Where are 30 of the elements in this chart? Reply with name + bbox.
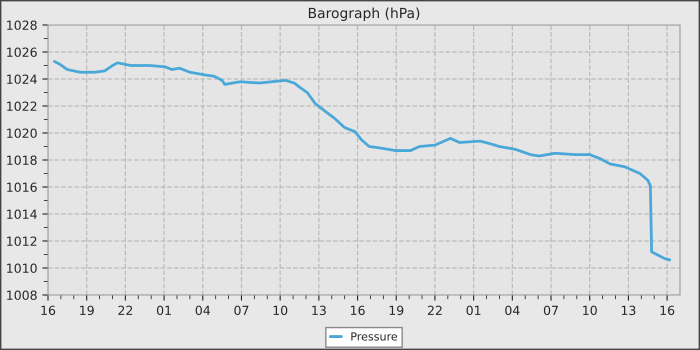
y-tick-label: 1018 [7,155,37,165]
y-tick-label: 1020 [7,128,37,138]
x-tick-label: 07 [544,306,558,316]
x-tick-label: 16 [41,306,56,316]
y-tick-label: 1024 [7,74,37,84]
x-tick-label: 01 [156,306,171,316]
x-tick-label: 04 [196,306,210,316]
chart-title: Barograph (hPa) [308,8,420,21]
x-tick-label: 10 [274,306,288,316]
y-tick-label: 1026 [7,47,37,57]
y-tick-label: 1012 [7,236,36,246]
y-tick-label: 1016 [7,182,37,192]
x-tick-label: 07 [234,306,248,316]
y-tick-label: 1008 [7,290,37,300]
x-tick-label: 13 [312,306,326,316]
x-tick-label: 04 [505,306,520,316]
y-tick-label: 1010 [7,263,37,273]
x-tick-label: 10 [583,306,597,316]
x-tick-label: 01 [466,306,480,316]
legend-label: Pressure [351,332,398,341]
x-tick-label: 13 [622,306,636,316]
x-tick-label: 16 [660,306,674,316]
y-tick-label: 1028 [7,20,37,30]
x-tick-label: 16 [350,306,365,316]
x-tick-label: 22 [118,306,132,315]
x-tick-label: 19 [80,306,94,316]
y-tick-label: 1014 [7,209,37,219]
x-tick-label: 19 [390,306,404,316]
x-tick-label: 22 [428,306,442,315]
y-tick-label: 1022 [7,101,36,111]
